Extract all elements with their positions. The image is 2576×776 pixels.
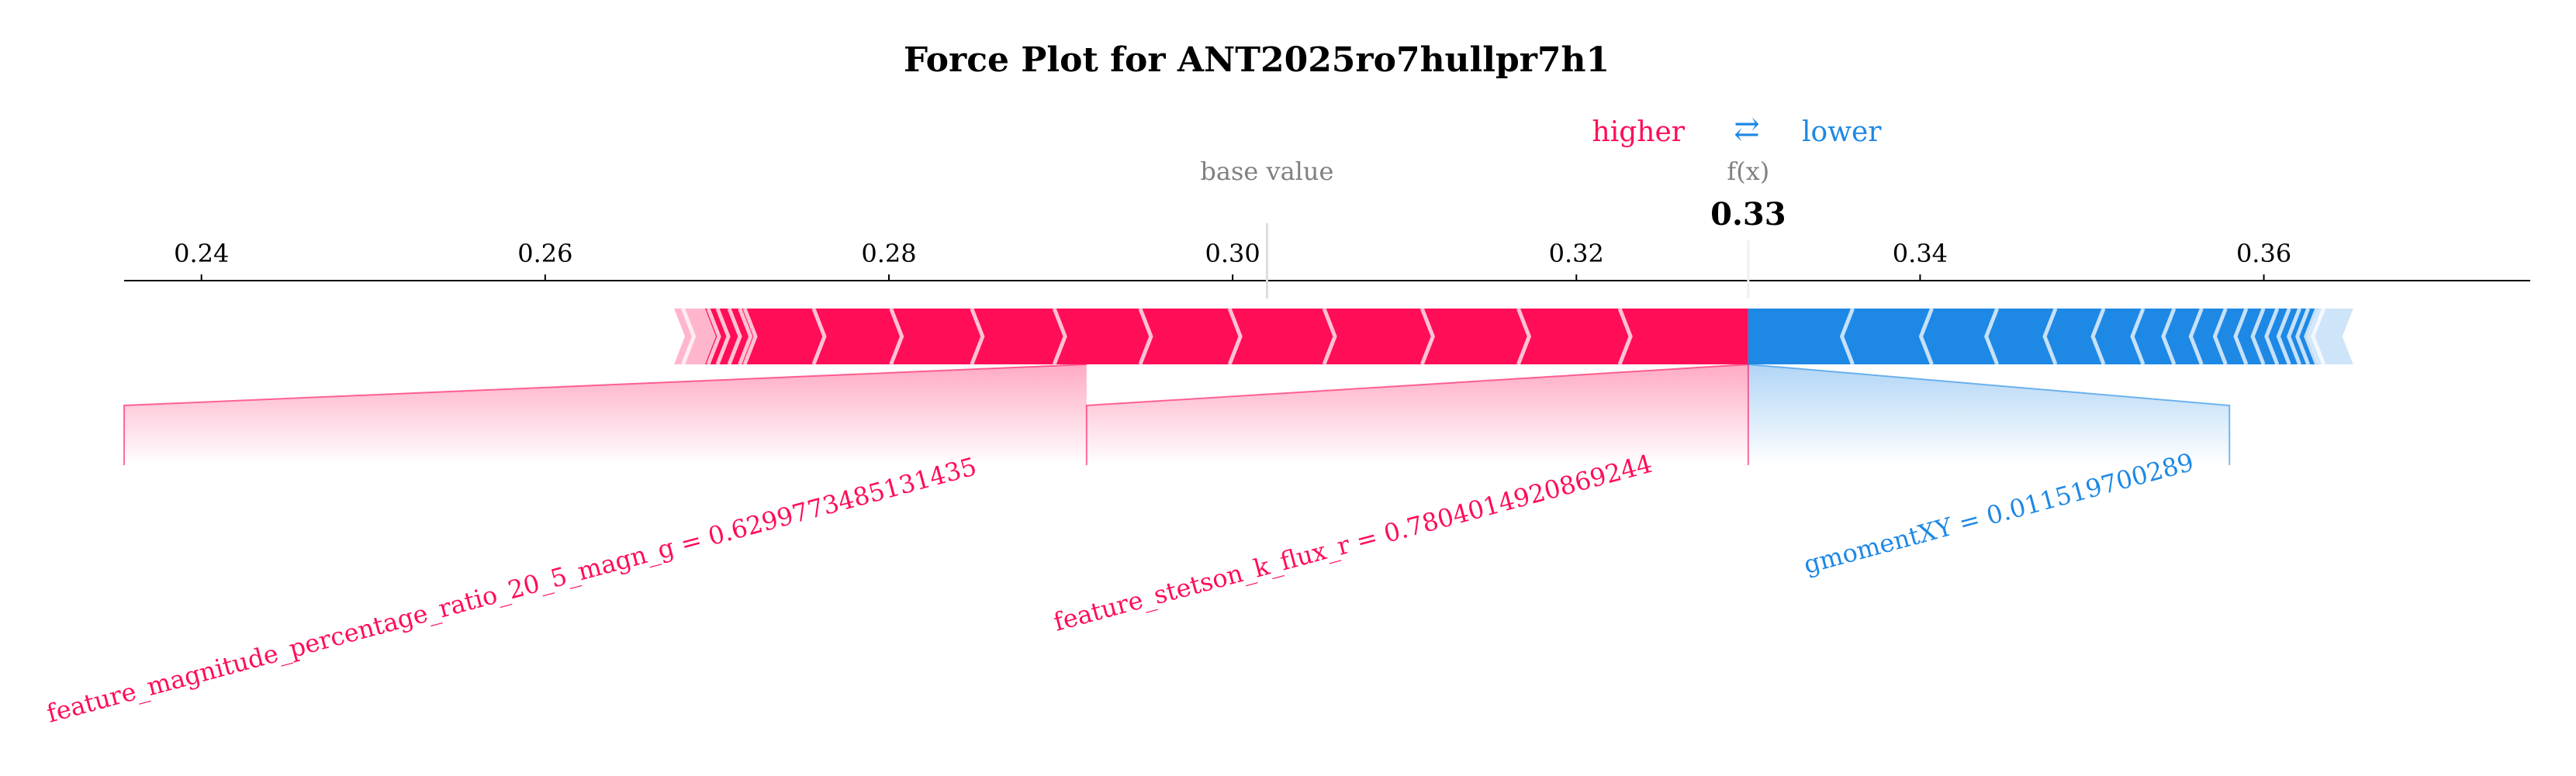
- lower-bar-chevron: [2311, 308, 2326, 365]
- lower-bar-chevron: [2042, 308, 2058, 365]
- lower-bar-chevron: [2286, 308, 2301, 365]
- higher-bar-chevron: [706, 308, 721, 365]
- lower-bar-chevron: [2212, 308, 2228, 365]
- higher-bar: [705, 309, 1748, 364]
- lower-bar-chevron: [2276, 308, 2291, 365]
- lower-bar-chevron: [2161, 308, 2177, 365]
- higher-bar-chevron: [681, 308, 697, 365]
- higher-bar-chevron: [1617, 308, 1633, 365]
- feature-label: feature_stetson_k_flux_r = 0.78040149208…: [1050, 449, 1655, 637]
- higher-bar-chevron: [1419, 308, 1435, 365]
- higher-bar-chevron: [1052, 308, 1067, 365]
- legend-lower-label: lower: [1802, 116, 1882, 148]
- x-tick-label: 0.26: [517, 239, 572, 268]
- higher-bar-chevron: [1138, 308, 1153, 365]
- base-value-label: base value: [1200, 157, 1333, 186]
- lower-bar-chevron: [2295, 308, 2311, 365]
- lower-bar-chevron: [2264, 308, 2280, 365]
- x-tick-label: 0.30: [1205, 239, 1260, 268]
- x-tick-label: 0.32: [1549, 239, 1604, 268]
- x-tick-label: 0.34: [1893, 239, 1948, 268]
- lower-bar-chevron: [1839, 308, 1855, 365]
- feature-link-line: [1085, 364, 1748, 465]
- fx-value: 0.33: [1710, 196, 1786, 233]
- feature-link-line: [123, 364, 1087, 465]
- feature-link-area: [124, 364, 1087, 465]
- feature-label: gmomentXY = 0.011519700289: [1800, 447, 2197, 580]
- higher-bar-chevron: [715, 308, 731, 365]
- lower-bar-chevron: [2250, 308, 2266, 365]
- x-tick-label: 0.28: [861, 239, 916, 268]
- higher-bar-chevron: [1322, 308, 1337, 365]
- feature-link-line: [1748, 364, 2231, 465]
- lower-bar-chevron: [2188, 308, 2204, 365]
- higher-bar-chevron: [889, 308, 904, 365]
- fx-label: f(x): [1727, 157, 1769, 186]
- x-axis: 0.24 0.26 0.28 0.30 0.32 0.34 0.36: [124, 239, 2530, 281]
- feature-link-area: [1086, 364, 1748, 465]
- legend-higher-label: higher: [1592, 116, 1686, 148]
- legend: higher ⇄ lower: [1592, 112, 1883, 148]
- lower-bar-chevron: [1918, 308, 1934, 365]
- feature-link-area: [1748, 364, 2230, 465]
- lower-bar-chevron: [2304, 308, 2319, 365]
- higher-bar-chevron: [1227, 308, 1243, 365]
- higher-bar-chevron: [742, 308, 758, 365]
- higher-bar-chevron: [738, 308, 753, 365]
- higher-bar-chevron: [970, 308, 985, 365]
- higher-bar-chevron: [1516, 308, 1532, 365]
- x-tick-label: 0.36: [2236, 239, 2291, 268]
- fx-marker: f(x) 0.33: [1710, 157, 1786, 298]
- lower-bar-chevron: [2233, 308, 2249, 365]
- lower-bar: [1748, 309, 2318, 364]
- lower-bar-chevron: [2130, 308, 2146, 365]
- feature-labels: feature_magnitude_percentage_ratio_20_5_…: [43, 447, 2197, 729]
- lower-bar-chevron: [1984, 308, 2000, 365]
- force-bars: [674, 308, 2353, 365]
- feature-links: [123, 364, 2231, 465]
- x-tick-label: 0.24: [174, 239, 229, 268]
- legend-arrow-icon: ⇄: [1734, 112, 1760, 147]
- higher-bar-chevron: [727, 308, 742, 365]
- chart-title: Force Plot for ANT2025ro7hullpr7h1: [904, 40, 1610, 80]
- lower-bar-chevron: [2090, 308, 2106, 365]
- feature-label: feature_magnitude_percentage_ratio_20_5_…: [43, 451, 980, 728]
- higher-bar-chevron: [811, 308, 827, 365]
- base-value-marker: base value: [1200, 157, 1333, 298]
